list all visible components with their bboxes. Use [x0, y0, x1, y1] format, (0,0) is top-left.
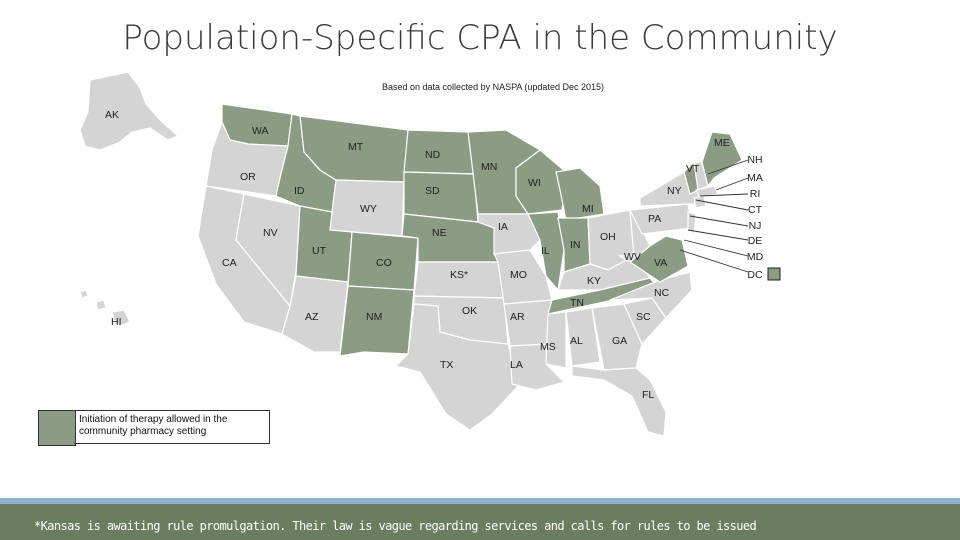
- label-CO: CO: [376, 257, 392, 269]
- label-HI: HI: [111, 316, 122, 328]
- label-OR: OR: [240, 171, 256, 183]
- label-NC: NC: [654, 287, 670, 299]
- footer-bar: *Kansas is awaiting rule promulgation. T…: [0, 504, 960, 540]
- label-AZ: AZ: [305, 311, 319, 323]
- label-WV: WV: [624, 251, 641, 263]
- label-NV: NV: [263, 227, 278, 239]
- label-MO: MO: [510, 269, 527, 281]
- label-ME: ME: [714, 137, 730, 149]
- label-AK: AK: [105, 109, 119, 121]
- label-WY: WY: [360, 203, 377, 215]
- label-TX: TX: [440, 359, 453, 371]
- legend-swatch: [38, 410, 76, 446]
- label-KY: KY: [587, 275, 601, 287]
- ne-list-MA: MA: [747, 172, 763, 184]
- ne-list-NH: NH: [747, 154, 762, 166]
- ne-list-CT: CT: [748, 204, 763, 216]
- dc-swatch: [767, 267, 781, 281]
- label-IA: IA: [498, 221, 508, 233]
- state-NM[interactable]: [339, 285, 415, 357]
- label-SC: SC: [636, 311, 651, 323]
- ne-list-MD: MD: [747, 251, 764, 263]
- label-LA: LA: [510, 359, 523, 371]
- ne-list-DE: DE: [748, 235, 763, 247]
- state-TX[interactable]: [394, 303, 521, 431]
- label-VT: VT: [686, 163, 700, 175]
- state-MA[interactable]: [695, 185, 719, 199]
- label-CA: CA: [222, 257, 237, 269]
- ne-list-RI: RI: [750, 188, 761, 200]
- legend-label: Initiation of therapy allowed in the com…: [74, 410, 270, 444]
- state-FL[interactable]: [571, 365, 667, 437]
- state-MS[interactable]: [545, 311, 567, 369]
- label-SD: SD: [425, 185, 440, 197]
- label-NY: NY: [667, 185, 682, 197]
- label-OK: OK: [462, 305, 477, 317]
- label-ID: ID: [294, 185, 305, 197]
- label-ND: ND: [425, 149, 441, 161]
- accent-bar: [0, 498, 960, 504]
- label-KS: KS*: [450, 269, 468, 281]
- state-AK[interactable]: [79, 71, 180, 151]
- page-title: Population-Specific CPA in the Community: [122, 18, 838, 58]
- state-GA[interactable]: [591, 303, 643, 371]
- label-VA: VA: [654, 257, 667, 269]
- label-MT: MT: [348, 141, 364, 153]
- label-AL: AL: [570, 335, 583, 347]
- state-CT[interactable]: [693, 195, 707, 209]
- label-IN: IN: [570, 239, 581, 251]
- state-NJ[interactable]: [687, 211, 697, 236]
- state-AL[interactable]: [565, 307, 601, 367]
- state-SD[interactable]: [403, 171, 479, 223]
- state-HI[interactable]: [79, 289, 131, 327]
- state-MI[interactable]: [555, 167, 605, 221]
- label-UT: UT: [312, 245, 327, 257]
- label-TN: TN: [570, 297, 584, 309]
- label-NE: NE: [432, 227, 447, 239]
- label-NM: NM: [366, 311, 382, 323]
- state-AR[interactable]: [503, 299, 553, 347]
- label-FL: FL: [642, 389, 654, 401]
- label-MS: MS: [540, 341, 556, 353]
- footnote: *Kansas is awaiting rule promulgation. T…: [34, 519, 757, 533]
- label-GA: GA: [612, 335, 627, 347]
- ne-list-NJ: NJ: [749, 220, 762, 232]
- ne-list-DC: DC: [747, 269, 763, 281]
- label-MI: MI: [582, 203, 594, 215]
- map-subtitle: Based on data collected by NASPA (update…: [382, 82, 604, 92]
- label-IL: IL: [541, 245, 550, 257]
- label-WI: WI: [528, 177, 541, 189]
- label-WA: WA: [252, 125, 269, 137]
- label-AR: AR: [510, 311, 525, 323]
- label-MN: MN: [481, 161, 497, 173]
- state-WI[interactable]: [515, 149, 567, 215]
- label-PA: PA: [648, 213, 661, 225]
- label-OH: OH: [600, 231, 616, 243]
